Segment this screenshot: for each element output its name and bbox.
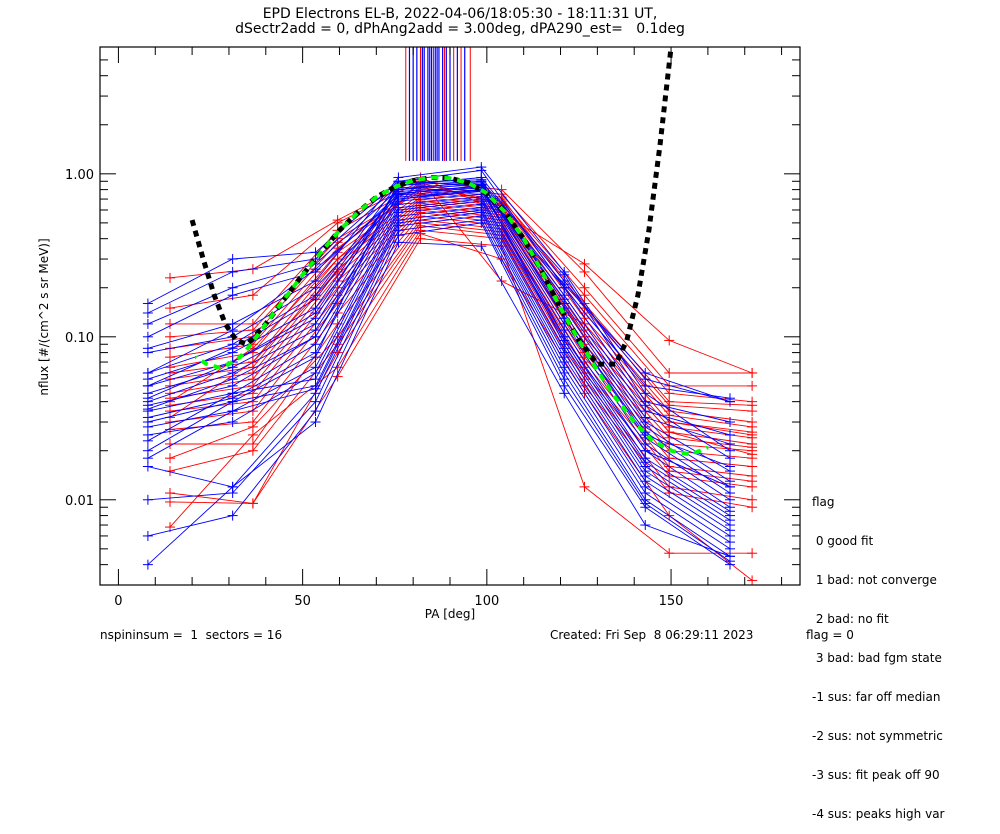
x-tick-label: 0 (114, 594, 122, 609)
blue-curve (147, 190, 731, 403)
blue-curve (147, 198, 731, 516)
fit-green-curve (194, 175, 709, 457)
blue-curve (147, 200, 731, 526)
blue-curve (147, 215, 731, 557)
legend-entry: 0 good fit (812, 534, 874, 548)
blue-curve (147, 177, 731, 403)
red-curve (169, 238, 753, 554)
x-axis-label: PA [deg] (424, 607, 476, 621)
blue-curve (147, 211, 731, 550)
red-curve (170, 184, 753, 387)
blue-curve (147, 169, 731, 399)
blue-curve (147, 190, 731, 501)
footer-spin-info: nspininsum = 1 sectors = 16 (100, 628, 283, 642)
plot-area: 0 50 100 150 0.01 0.10 1.00 (65, 46, 801, 609)
red-curve (169, 233, 753, 581)
legend-entry: -3 sus: fit peak off 90 (812, 768, 940, 782)
y-tick-label: 1.00 (65, 168, 94, 183)
blue-curve (147, 241, 731, 565)
legend-title: flag (812, 495, 835, 509)
chart-subtitle: dSectr2add = 0, dPhAng2add = 3.00deg, dP… (235, 21, 685, 37)
red-curve (169, 229, 753, 508)
blue-curve (147, 207, 731, 537)
blue-curve (147, 184, 731, 445)
blue-curve (147, 219, 731, 562)
legend-entry: 3 bad: bad fgm state (812, 651, 942, 665)
x-tick-label: 100 (474, 594, 499, 609)
red-curve (169, 179, 753, 436)
red-curve (169, 200, 753, 439)
blue-curve (147, 209, 731, 543)
blue-curve (147, 166, 731, 452)
y-axis-label: nflux [#/(cm^2 s sr MeV)] (37, 238, 51, 396)
red-curve (169, 177, 753, 374)
blue-curve (147, 196, 731, 512)
blue-curve (147, 179, 731, 472)
red-curve (169, 215, 753, 477)
blue-curve (147, 182, 731, 482)
y-tick-label: 0.10 (65, 331, 94, 346)
x-tick-label: 50 (294, 594, 311, 609)
blue-curve (147, 193, 731, 508)
blue-curve (147, 222, 731, 565)
red-curve (169, 189, 753, 403)
blue-curve (147, 180, 731, 467)
x-tick-label: 150 (659, 594, 684, 609)
footer-created: Created: Fri Sep 8 06:29:11 2023 (550, 628, 754, 642)
flag-legend: flag 0 good fit 1 bad: not converge 2 ba… (812, 470, 944, 834)
blue-curve (147, 186, 731, 488)
legend-entry: -2 sus: not symmetric (812, 729, 943, 743)
blue-curve (147, 187, 731, 488)
legend-entry: 1 bad: not converge (812, 573, 937, 587)
blue-curve (147, 189, 731, 459)
legend-entry: -4 sus: peaks high var (812, 807, 945, 821)
blue-curve (147, 203, 731, 531)
blue-curve (147, 184, 731, 436)
y-tick-label: 0.01 (65, 494, 94, 509)
chart-title: EPD Electrons EL-B, 2022-04-06/18:05:30 … (262, 6, 658, 22)
data-layer (142, 47, 758, 585)
legend-entry: 2 bad: no fit (812, 612, 889, 626)
legend-entry: -1 sus: far off median (812, 690, 941, 704)
axes-layer: 0 50 100 150 0.01 0.10 1.00 (65, 46, 801, 609)
footer-flag: flag = 0 (806, 628, 854, 642)
red-curve (169, 222, 753, 488)
